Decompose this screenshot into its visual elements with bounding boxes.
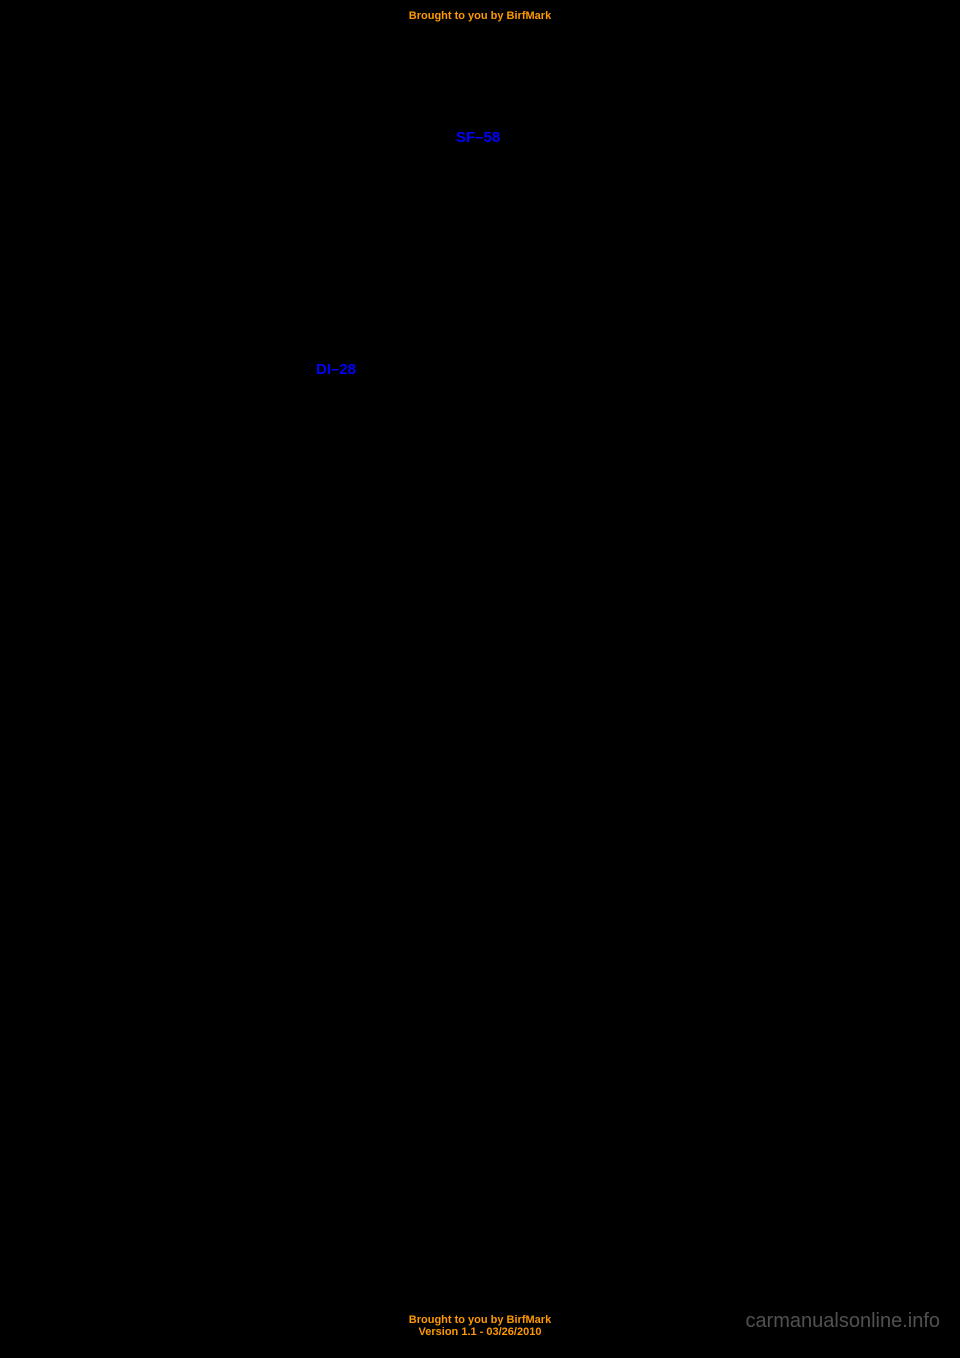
reference-link-sf58[interactable]: SF–58 — [456, 129, 500, 146]
reference-link-di28[interactable]: DI–28 — [316, 361, 356, 378]
header-attribution: Brought to you by BirfMark — [0, 10, 960, 22]
watermark: carmanualsonline.info — [745, 1310, 940, 1333]
